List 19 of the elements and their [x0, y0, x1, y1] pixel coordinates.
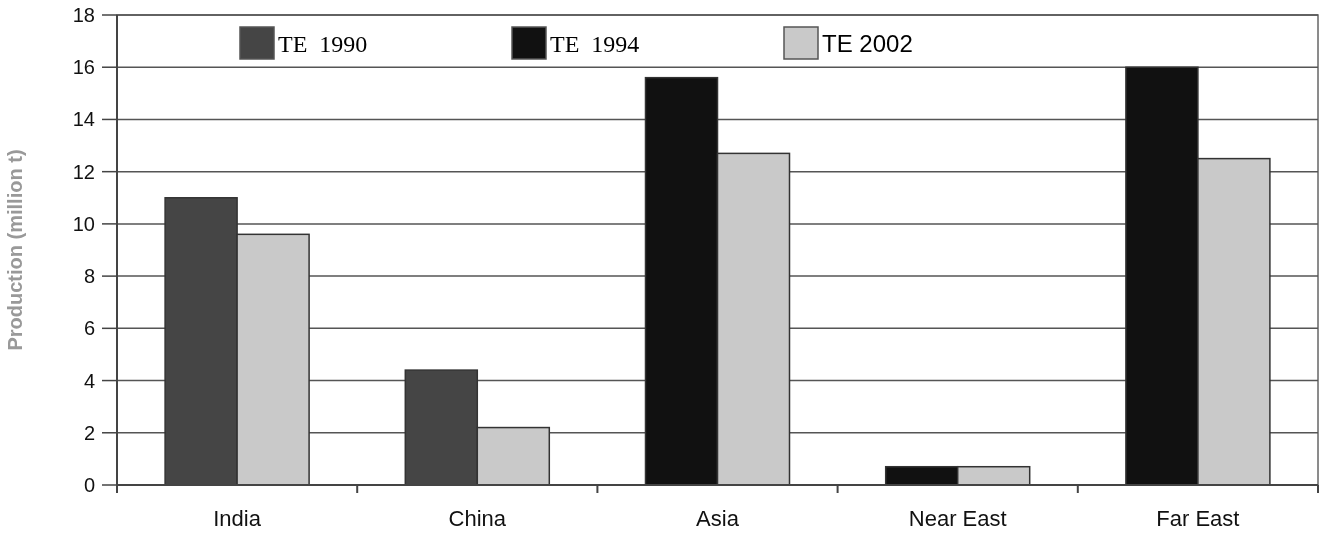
x-tick-label: Far East: [1156, 506, 1240, 531]
y-axis-title: Production (million t): [4, 149, 26, 351]
y-tick-label: 0: [83, 474, 95, 496]
y-tick-label: 2: [83, 421, 95, 444]
x-tick-label: India: [213, 506, 262, 531]
y-tick-label: 16: [72, 56, 95, 79]
x-tick-label: China: [448, 506, 507, 531]
legend-label: TE 1994: [550, 31, 640, 58]
y-tick-label: 12: [72, 160, 95, 183]
y-tick-label: 6: [83, 317, 95, 340]
x-tick-label: Near East: [908, 506, 1007, 531]
y-tick-label: 10: [72, 212, 95, 235]
y-tick-label: 14: [72, 108, 95, 131]
legend-label: TE 2002: [822, 30, 913, 58]
legend-label: TE 1990: [278, 31, 368, 58]
y-tick-label: 18: [72, 4, 95, 26]
x-tick-label: Asia: [696, 506, 740, 531]
y-tick-label: 4: [83, 369, 95, 392]
y-tick-label: 8: [83, 265, 95, 288]
